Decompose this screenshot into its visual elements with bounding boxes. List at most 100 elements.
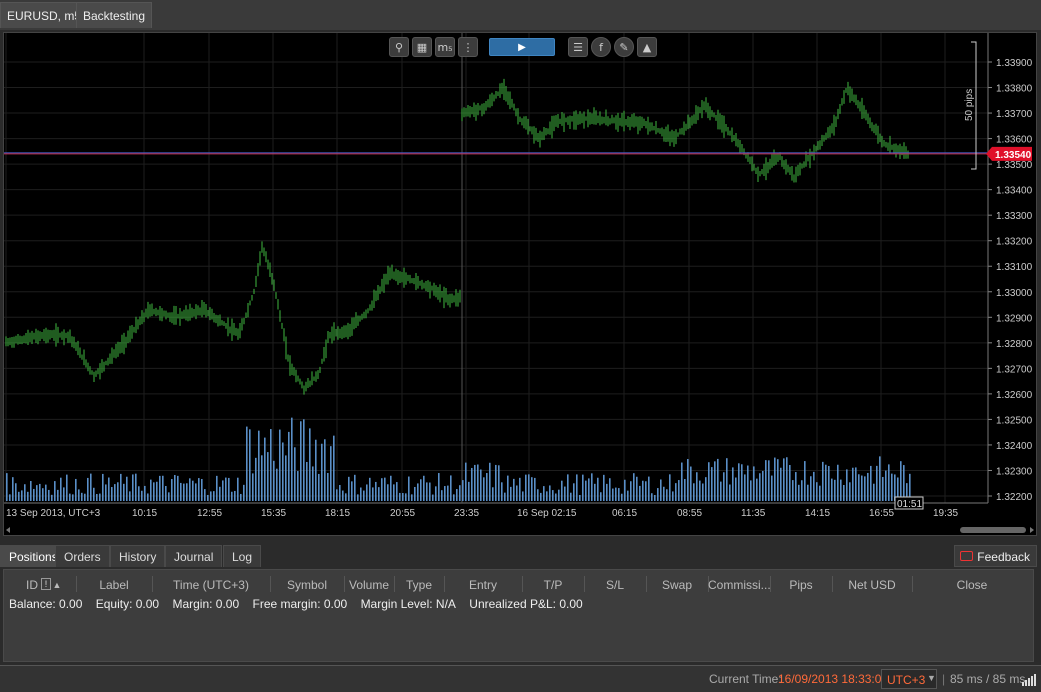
scroll-right-icon[interactable] [1030, 527, 1034, 533]
window-tab-bar: EURUSD, m5 Backtesting [0, 0, 1041, 30]
column-divider [444, 576, 445, 592]
tab-log[interactable]: Log [223, 545, 262, 567]
volume-bar [417, 483, 419, 501]
volume-bar [759, 473, 761, 501]
volume-bar [744, 474, 746, 501]
column-header-label[interactable]: Label [99, 578, 129, 592]
volume-bar [15, 483, 17, 501]
objects-icon[interactable]: ▲ [637, 37, 657, 57]
volume-bar [798, 484, 800, 501]
chart-type-icon[interactable]: ⋮ [458, 37, 478, 57]
volume-bar [279, 429, 281, 501]
brush-icon[interactable]: ✎ [614, 37, 634, 57]
volume-bar [570, 492, 572, 501]
column-header-tp[interactable]: T/P [543, 578, 563, 592]
volume-bar [24, 484, 26, 501]
tab-history[interactable]: History [110, 545, 166, 567]
volume-bar [615, 487, 617, 501]
volume-bar [822, 461, 824, 501]
volume-bar [756, 478, 758, 501]
tab-journal[interactable]: Journal [165, 545, 223, 567]
volume-bar [240, 493, 242, 501]
volume-bar [555, 493, 557, 501]
column-header-entry[interactable]: Entry [468, 578, 497, 592]
volume-bar [39, 483, 41, 501]
volume-bar [711, 467, 713, 501]
volume-bar [99, 493, 101, 501]
volume-bar [264, 437, 266, 501]
chart-horizontal-scrollbar[interactable] [0, 524, 1041, 534]
volume-bar [516, 485, 518, 501]
scroll-left-icon[interactable] [6, 527, 10, 533]
volume-bar [183, 483, 185, 501]
tab-positions[interactable]: Positions [0, 545, 67, 567]
countdown-box [894, 496, 924, 510]
volume-bar [657, 488, 659, 501]
volume-bar [366, 484, 368, 501]
volume-bar [576, 474, 578, 501]
tab-eurusd-chart[interactable]: EURUSD, m5 [0, 2, 89, 28]
volume-bar [90, 473, 92, 501]
facebook-icon[interactable]: f [591, 37, 611, 57]
column-header-volume[interactable]: Volume [348, 578, 390, 592]
column-divider [832, 576, 833, 592]
volume-bar [252, 473, 254, 501]
column-header-time[interactable]: Time (UTC+3) [173, 578, 249, 592]
column-header-sl[interactable]: S/L [605, 578, 624, 592]
volume-bar [168, 492, 170, 501]
volume-bar [462, 480, 464, 501]
scroll-thumb[interactable] [960, 527, 1026, 533]
volume-bar [528, 474, 530, 501]
volume-bar [792, 480, 794, 501]
volume-bar [66, 474, 68, 501]
column-header-symbol[interactable]: Symbol [286, 578, 327, 592]
volume-bar [735, 477, 737, 501]
chart-settings-icon[interactable]: ▦ [412, 37, 432, 57]
volume-bar [213, 491, 215, 501]
feedback-button[interactable]: Feedback [954, 545, 1037, 567]
column-header-close[interactable]: Close [956, 578, 988, 592]
column-header-id[interactable]: ID [26, 578, 38, 592]
volume-bar [48, 489, 50, 501]
timezone-select[interactable]: UTC+3 ▼ [881, 669, 937, 689]
volume-bar [444, 486, 446, 501]
volume-bar [648, 476, 650, 501]
volume-bar [654, 494, 656, 501]
price-tick-label: 1.32700 [996, 364, 1033, 375]
volume-bar [468, 481, 470, 501]
current-price-label: 1.33540 [995, 150, 1032, 161]
column-header-swap[interactable]: Swap [661, 578, 693, 592]
volume-bar [891, 473, 893, 501]
volume-bar [666, 489, 668, 501]
volume-bar [897, 477, 899, 501]
column-header-type[interactable]: Type [405, 578, 432, 592]
volume-bar [129, 491, 131, 501]
timeframe-icon[interactable]: m₅ [435, 37, 455, 57]
play-button[interactable]: ▶ [489, 38, 555, 56]
volume-bar [717, 458, 719, 501]
volume-bar [639, 485, 641, 501]
volume-bar [813, 471, 815, 501]
sort-badge: ! [41, 578, 51, 590]
volume-bar [177, 475, 179, 501]
volume-bar [510, 486, 512, 501]
timezone-value: UTC+3 [887, 673, 926, 687]
column-header-commission[interactable]: Commissi... [708, 578, 771, 592]
column-header-net-usd[interactable]: Net USD [848, 578, 896, 592]
indicators-icon[interactable]: ☰ [568, 37, 588, 57]
tab-backtesting[interactable]: Backtesting [76, 2, 153, 28]
volume-bar [567, 474, 569, 501]
volume-bar [390, 475, 392, 501]
volume-bar [600, 492, 602, 501]
volume-bar [894, 474, 896, 501]
volume-bar [492, 487, 494, 501]
volume-bar [9, 494, 11, 501]
chart-canvas[interactable]: 1.33900 1.33800 1.33700 1.33600 1.33500 1.334… [4, 33, 1038, 537]
price-chart[interactable]: 1.33900 1.33800 1.33700 1.33600 1.33500 1.334… [3, 32, 1037, 536]
column-divider [152, 576, 153, 592]
volume-bar [690, 466, 692, 501]
zoom-icon[interactable]: ⚲ [389, 37, 409, 57]
tab-orders[interactable]: Orders [55, 545, 110, 567]
column-header-pips[interactable]: Pips [789, 578, 813, 592]
balance-value: Balance: 0.00 [9, 597, 83, 611]
